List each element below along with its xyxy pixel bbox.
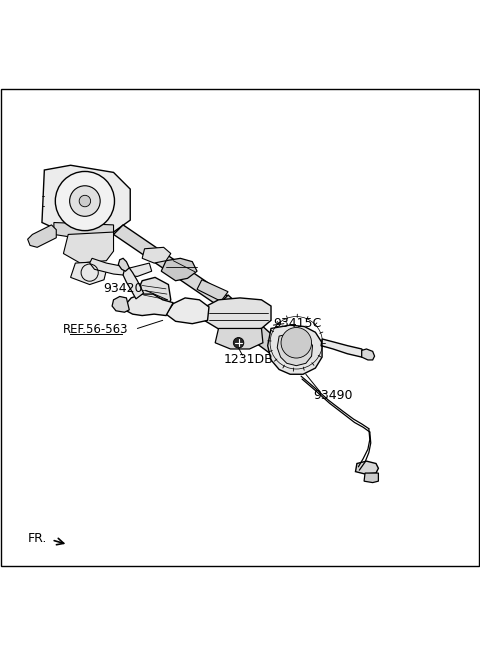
- Polygon shape: [197, 280, 228, 301]
- Polygon shape: [125, 294, 173, 316]
- Polygon shape: [112, 297, 129, 312]
- Polygon shape: [204, 298, 271, 331]
- Polygon shape: [90, 258, 152, 276]
- Circle shape: [79, 195, 91, 207]
- Circle shape: [281, 328, 312, 358]
- Polygon shape: [114, 225, 228, 306]
- Text: FR.: FR.: [28, 532, 47, 545]
- Polygon shape: [268, 325, 322, 374]
- Polygon shape: [42, 165, 130, 234]
- Polygon shape: [142, 248, 171, 263]
- Text: 1231DB: 1231DB: [224, 354, 274, 366]
- Polygon shape: [277, 333, 312, 365]
- Polygon shape: [166, 298, 209, 324]
- Circle shape: [55, 172, 115, 231]
- Polygon shape: [356, 461, 378, 474]
- Text: REF.56-563: REF.56-563: [63, 324, 129, 337]
- Polygon shape: [28, 225, 56, 248]
- Text: 93415C: 93415C: [273, 317, 322, 330]
- Circle shape: [233, 337, 244, 348]
- Polygon shape: [71, 261, 107, 284]
- Polygon shape: [362, 349, 374, 360]
- Polygon shape: [54, 223, 114, 239]
- Polygon shape: [123, 268, 144, 299]
- Polygon shape: [321, 339, 365, 357]
- Polygon shape: [215, 328, 263, 349]
- Polygon shape: [118, 258, 129, 271]
- Polygon shape: [217, 295, 300, 368]
- Text: 93420: 93420: [103, 282, 143, 295]
- Polygon shape: [364, 473, 378, 483]
- Polygon shape: [137, 277, 171, 305]
- Polygon shape: [161, 258, 197, 281]
- Polygon shape: [63, 232, 114, 263]
- Text: 93490: 93490: [313, 389, 353, 402]
- Circle shape: [70, 186, 100, 216]
